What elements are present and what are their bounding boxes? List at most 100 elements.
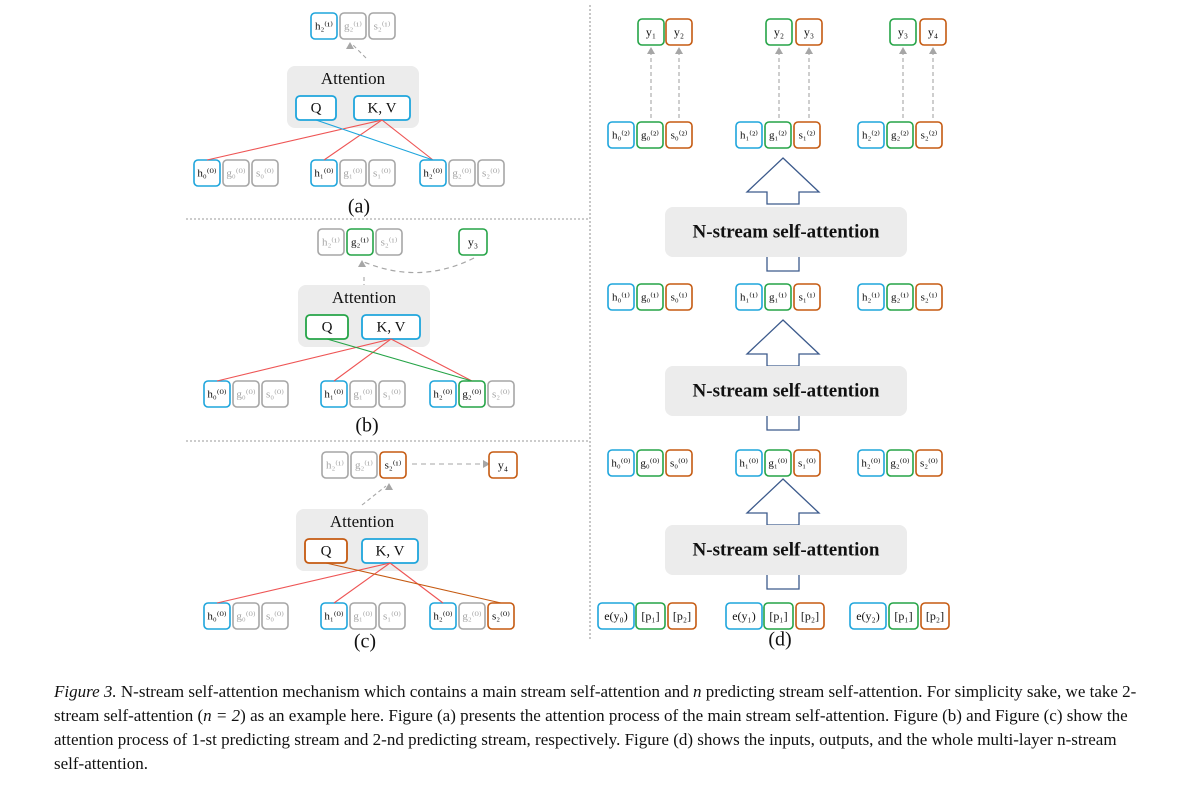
panel-d-output-1-1 (795, 18, 823, 46)
panel_b-kv-label: K, V (377, 319, 406, 335)
panel-a-top-s-node (368, 12, 396, 40)
panel-a-top-h-node (310, 12, 338, 40)
caption-math-eq: n = 2 (203, 706, 241, 725)
panel-a-kv-line-0 (206, 119, 383, 161)
panel-d-l0-g0-h-node (607, 449, 635, 477)
panel-d-input-2-0 (849, 602, 887, 630)
panel-d-l2-g2-h-node (857, 121, 885, 149)
panel-c-pos1-g-node (349, 602, 377, 630)
panel-d-l1-g0-h-node (607, 283, 635, 311)
panel-b-pos2-h-node-label: h₂⁽⁰⁾ (433, 389, 452, 401)
panel-d-output-0-1 (665, 18, 693, 46)
panel-a-kv-line-2 (381, 119, 434, 161)
panel-d-l0-g1-g-node (764, 449, 792, 477)
panel-d-l0-g1-s-node-label: s₁⁽⁰⁾ (798, 458, 816, 470)
panel-c-up-arrowhead (385, 483, 393, 490)
panel-a-pos2-h-node-label: h₂⁽⁰⁾ (423, 168, 442, 180)
panel-d-input-0-2 (667, 602, 697, 630)
panel-d-l0-g0-g-node-label: g₀⁽⁰⁾ (640, 458, 659, 470)
panel-c-kv-line-2 (389, 562, 444, 604)
panel-d-l1-g1-g-node-label: g₁⁽¹⁾ (769, 292, 787, 304)
panel-c-pos0-g-node-label: g₀⁽⁰⁾ (236, 611, 255, 623)
panel-d-stub-bottom (766, 575, 800, 590)
panel-c-pos1-s-node (378, 602, 406, 630)
panel-b-pos1-g-node-label: g₁⁽⁰⁾ (353, 389, 372, 401)
panel-d-output-2-1-label: y₄ (928, 25, 938, 39)
panel-a-pos1-s-node-label: s₁⁽⁰⁾ (373, 168, 391, 180)
panel-d-output-2-0 (889, 18, 917, 46)
panel-d-output-0-0-label: y₁ (646, 25, 656, 39)
panel-b-pos2-g-node-label: g₂⁽⁰⁾ (462, 389, 481, 401)
panel-c-caption: (c) (354, 631, 376, 653)
panel-a-pos1-h-node-label: h₁⁽⁰⁾ (314, 168, 333, 180)
panel-d-caption: (d) (768, 629, 791, 651)
panel-c-kv-line-1 (333, 562, 391, 604)
panel-d-l1-g0-s-node-label: s₀⁽¹⁾ (671, 292, 688, 304)
panel-c-pos0-s-node-label: s₀⁽⁰⁾ (266, 611, 284, 623)
panel-c-kv-line-0 (216, 562, 391, 604)
panel-a-pos0-s-node-label: s₀⁽⁰⁾ (256, 168, 274, 180)
panel-d-l0-g1-h-node (735, 449, 763, 477)
panel-b-output-arrowhead (358, 260, 366, 267)
panel-c-pos1-s-node-label: s₁⁽⁰⁾ (383, 611, 401, 623)
panel-d-hollow-arrow-bottom (745, 478, 821, 526)
panel-a-pos2-g-node (448, 159, 476, 187)
panel-d-l2-g0-s-node (665, 121, 693, 149)
panel-d-output-2-1 (919, 18, 947, 46)
panel-b-pos2-s-node-label: s₂⁽⁰⁾ (492, 389, 510, 401)
panel-d-input-2-0-label: e(y₂) (856, 609, 880, 623)
panel-d-l2-g1-g-node-label: g₁⁽²⁾ (769, 130, 787, 142)
panel-d-block-mid-label: N-stream self-attention (693, 380, 880, 401)
figure-diagram: h₂⁽¹⁾ g₂⁽¹⁾ s₂⁽¹⁾ Attention Q K, V h₀⁽⁰⁾ g₀⁽⁰⁾ s… (186, 5, 950, 653)
panel-d-out-arrowhead-0-0 (647, 47, 655, 54)
panel-b-top-s-node-label: s₂⁽¹⁾ (381, 237, 398, 249)
panel-d-block-top (665, 207, 907, 257)
panel-d-input-1-2 (795, 602, 825, 630)
panel-d-l2-g0-g-node (636, 121, 664, 149)
caption-text-3: ) as an example here. Figure (a) present… (54, 706, 1128, 773)
panel-d-stub-mid (766, 416, 800, 431)
panel-b-pos1-h-node-label: h₁⁽⁰⁾ (324, 389, 343, 401)
panel-d-l2-g0-h-node-label: h₀⁽²⁾ (612, 130, 630, 142)
panel-d-output-1-0 (765, 18, 793, 46)
panel-a-pos0-s-node (251, 159, 279, 187)
panel-a-pos2-s-node-label: s₂⁽⁰⁾ (482, 168, 500, 180)
panel-d-l0-g0-s-node-label: s₀⁽⁰⁾ (670, 458, 688, 470)
panel-d-block-bottom-label: N-stream self-attention (693, 539, 880, 560)
panel-d-l1-g1-g-node (764, 283, 792, 311)
panel-b-kv-line-0 (216, 338, 392, 382)
panel-a-pos0-g-node (222, 159, 250, 187)
panel-a-q-line (315, 119, 434, 161)
panel-d-l1-g1-s-node-label: s₁⁽¹⁾ (799, 292, 816, 304)
panel-b-top-h-node (317, 228, 345, 256)
panel-d-l2-g1-h-node (735, 121, 763, 149)
panel-d-l1-g0-g-node (636, 283, 664, 311)
panel_b-q-label: Q (322, 319, 333, 335)
panel-d-l0-g2-s-node (915, 449, 943, 477)
panel-a-caption: (a) (348, 196, 370, 218)
panel-d-l2-g2-s-node-label: s₂⁽²⁾ (921, 130, 938, 142)
panel-c-pos0-g-node (232, 602, 260, 630)
panel-b-pos0-s-node (261, 380, 289, 408)
panel-d-output-0-0 (637, 18, 665, 46)
panel-d-l2-g2-g-node-label: g₂⁽²⁾ (891, 130, 909, 142)
caption-text-1: N-stream self-attention mechanism which … (116, 682, 694, 701)
panel-c-pos2-s-node-label: s₂⁽⁰⁾ (492, 611, 510, 623)
panel-d-l0-g1-h-node-label: h₁⁽⁰⁾ (739, 458, 758, 470)
panel-c-output-label: y₄ (498, 458, 508, 472)
panel-d-l0-g1-g-node-label: g₁⁽⁰⁾ (768, 458, 787, 470)
panel-d-out-arrowhead-1-1 (805, 47, 813, 54)
panel-a-top-s-node-label: s₂⁽¹⁾ (374, 21, 391, 33)
panel-b-pos1-s-node-label: s₁⁽⁰⁾ (383, 389, 401, 401)
panel-d-input-0-0-label: e(y₀) (604, 609, 628, 623)
panel-b-top-h-node-label: h₂⁽¹⁾ (322, 237, 340, 249)
panel-b-pos1-g-node (349, 380, 377, 408)
panel-d-l1-g1-s-node (793, 283, 821, 311)
panel-c-pos1-h-node-label: h₁⁽⁰⁾ (324, 611, 343, 623)
panel-c-pos0-h-node-label: h₀⁽⁰⁾ (207, 611, 226, 623)
panel-c-top-h-node (321, 451, 349, 479)
panel-d-l0-g2-h-node-label: h₂⁽⁰⁾ (861, 458, 880, 470)
panel-d-l1-g0-s-node (665, 283, 693, 311)
panel-d-l2-g0-h-node (607, 121, 635, 149)
panel-c-top-g-node-label: g₂⁽¹⁾ (355, 460, 373, 472)
